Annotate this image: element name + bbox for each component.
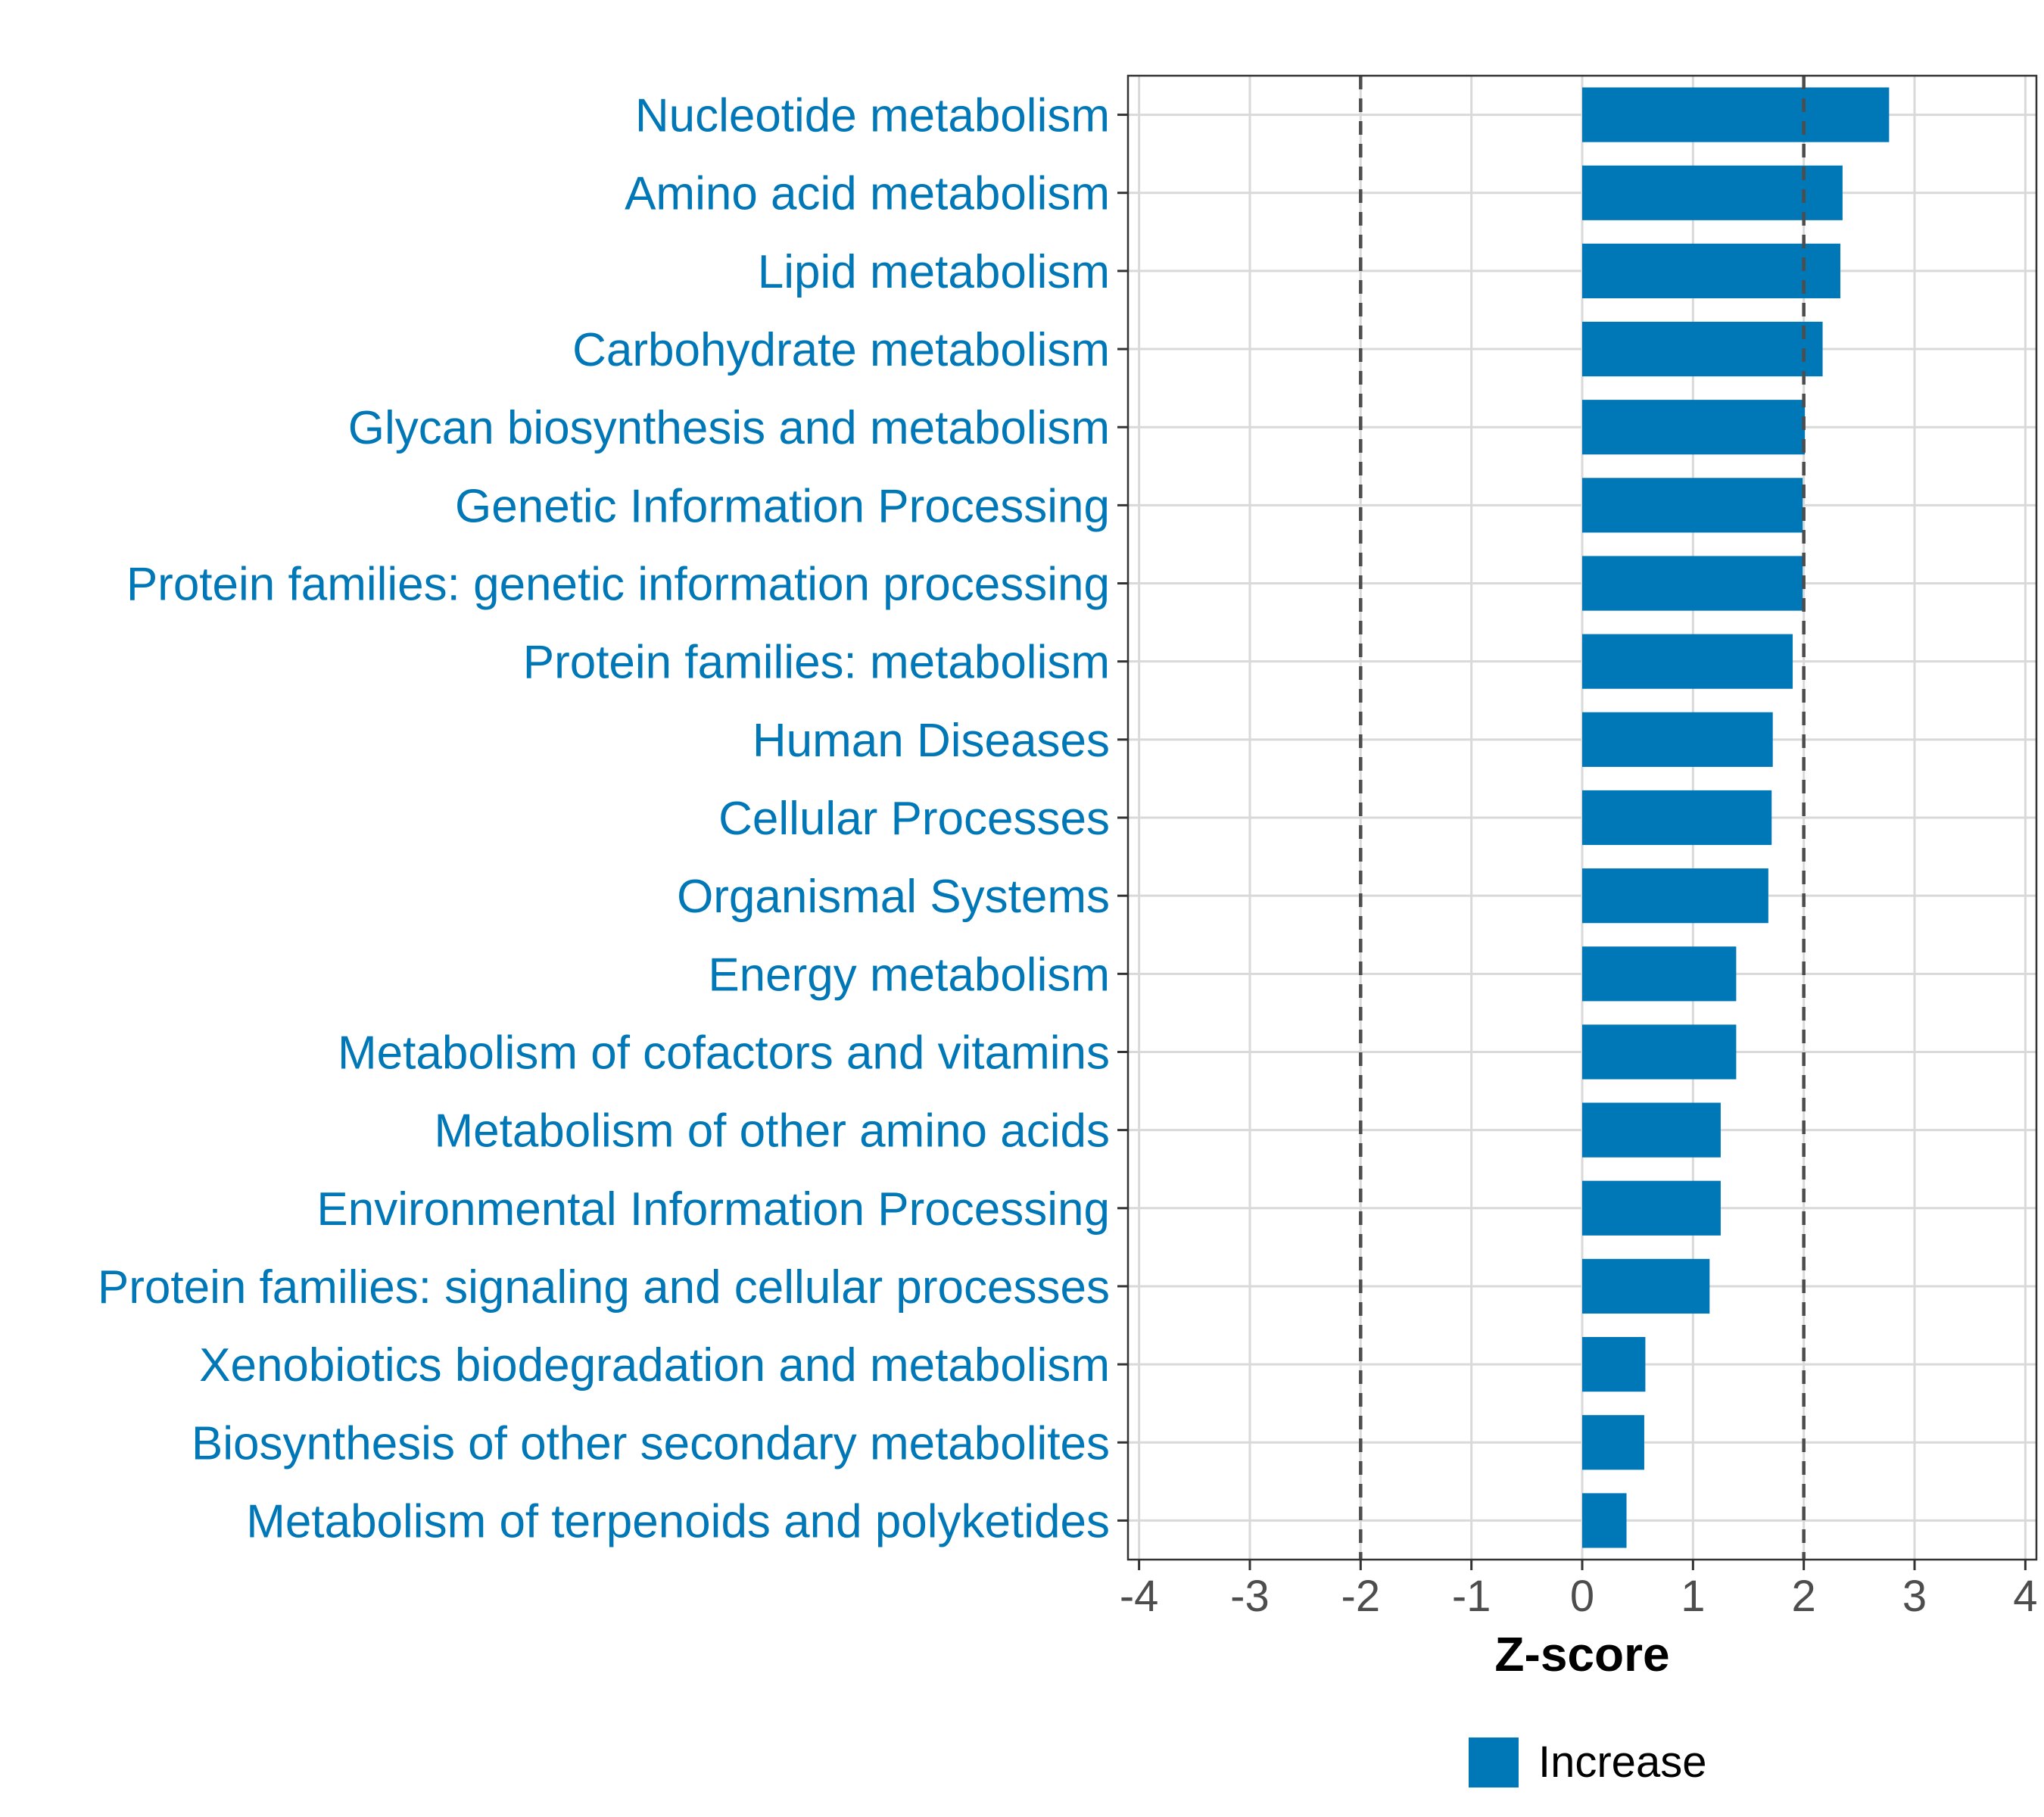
category-label: Metabolism of terpenoids and polyketides <box>246 1495 1110 1547</box>
x-axis-title: Z-score <box>1494 1627 1669 1681</box>
bar <box>1582 1415 1644 1470</box>
category-label: Protein families: metabolism <box>523 637 1110 689</box>
bar <box>1582 556 1803 611</box>
bars <box>1582 87 1890 1548</box>
legend-swatch <box>1469 1738 1519 1787</box>
category-label: Protein families: signaling and cellular… <box>98 1261 1110 1314</box>
category-label: Metabolism of cofactors and vitamins <box>338 1027 1110 1079</box>
legend-label: Increase <box>1538 1738 1706 1787</box>
bar <box>1582 478 1803 533</box>
x-tick-label: 1 <box>1681 1572 1705 1621</box>
threshold-lines <box>1359 76 1806 1560</box>
bar <box>1582 1337 1646 1392</box>
x-axis: -4 -3 -2 -1 0 1 2 3 4 <box>1120 1560 2037 1621</box>
bar <box>1582 1493 1627 1548</box>
category-label: Energy metabolism <box>708 949 1110 1001</box>
x-tick-label: -1 <box>1452 1572 1491 1621</box>
x-tick-label: 4 <box>2013 1572 2037 1621</box>
category-label: Metabolism of other amino acids <box>434 1105 1110 1158</box>
bar <box>1582 87 1890 142</box>
category-labels: Nucleotide metabolism Amino acid metaboli… <box>98 90 1128 1547</box>
x-tick-label: -4 <box>1120 1572 1159 1621</box>
x-tick-label: 0 <box>1570 1572 1594 1621</box>
category-label: Lipid metabolism <box>758 246 1110 298</box>
category-label: Cellular Processes <box>718 793 1110 845</box>
bar <box>1582 1180 1721 1236</box>
bar <box>1582 634 1793 689</box>
bar <box>1582 321 1823 377</box>
x-tick-label: 3 <box>1902 1572 1927 1621</box>
bar <box>1582 1024 1737 1080</box>
bar <box>1582 946 1737 1002</box>
category-label: Environmental Information Processing <box>316 1183 1110 1236</box>
bar <box>1582 165 1843 220</box>
x-tick-label: 2 <box>1792 1572 1816 1621</box>
bar <box>1582 1102 1721 1158</box>
category-label: Glycan biosynthesis and metabolism <box>348 402 1110 454</box>
category-label: Carbohydrate metabolism <box>572 324 1110 376</box>
category-label: Xenobiotics biodegradation and metabolis… <box>199 1339 1110 1392</box>
category-label: Organismal Systems <box>677 871 1110 923</box>
bar <box>1582 400 1806 455</box>
bar <box>1582 790 1772 846</box>
category-label: Human Diseases <box>752 715 1110 767</box>
category-label: Genetic Information Processing <box>455 480 1110 532</box>
category-label: Amino acid metabolism <box>625 168 1110 220</box>
bar <box>1582 243 1840 298</box>
category-label: Biosynthesis of other secondary metaboli… <box>192 1417 1110 1469</box>
category-label: Nucleotide metabolism <box>635 90 1110 142</box>
category-label: Protein families: genetic information pr… <box>126 559 1110 611</box>
x-tick-label: -3 <box>1230 1572 1270 1621</box>
bar <box>1582 868 1768 924</box>
bar <box>1582 712 1773 767</box>
x-tick-label: -2 <box>1341 1572 1381 1621</box>
bar <box>1582 1258 1710 1314</box>
legend: Increase <box>1469 1738 1706 1787</box>
